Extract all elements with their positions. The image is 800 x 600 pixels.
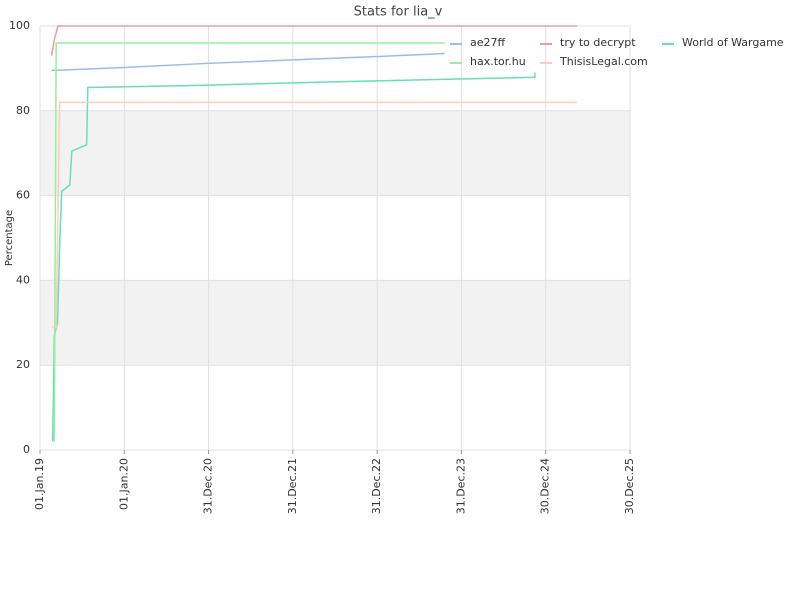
legend-label: try to decrypt [560, 36, 636, 49]
y-tick-label: 20 [16, 358, 30, 371]
x-tick-label: 31.Dec.23 [454, 458, 467, 514]
series-line [51, 72, 536, 442]
chart-title: Stats for lia_v [354, 5, 443, 20]
legend-label: hax.tor.hu [470, 55, 526, 68]
x-tick-label: 31.Dec.20 [202, 458, 215, 514]
x-tick-label: 31.Dec.21 [286, 458, 299, 514]
y-axis-label: Percentage [4, 210, 15, 266]
x-tick-label: 01.Jan.19 [33, 458, 46, 510]
y-tick-label: 100 [9, 19, 30, 32]
y-tick-label: 60 [16, 189, 30, 202]
band [40, 110, 630, 196]
series-line [51, 101, 578, 328]
x-tick-label: 01.Jan.20 [117, 458, 130, 510]
y-tick-label: 0 [23, 443, 30, 456]
legend-label: ThisisLegal.com [559, 55, 648, 68]
y-tick-label: 40 [16, 273, 30, 286]
legend-label: World of Wargame [682, 36, 784, 49]
legend-label: ae27ff [470, 36, 506, 49]
series-line [53, 42, 445, 442]
x-tick-label: 30.Dec.25 [623, 458, 636, 514]
series-line [50, 25, 578, 56]
x-tick-label: 31.Dec.22 [370, 458, 383, 514]
series-line [51, 52, 445, 72]
x-tick-label: 30.Dec.24 [539, 458, 552, 514]
band [40, 280, 630, 366]
y-tick-label: 80 [16, 104, 30, 117]
